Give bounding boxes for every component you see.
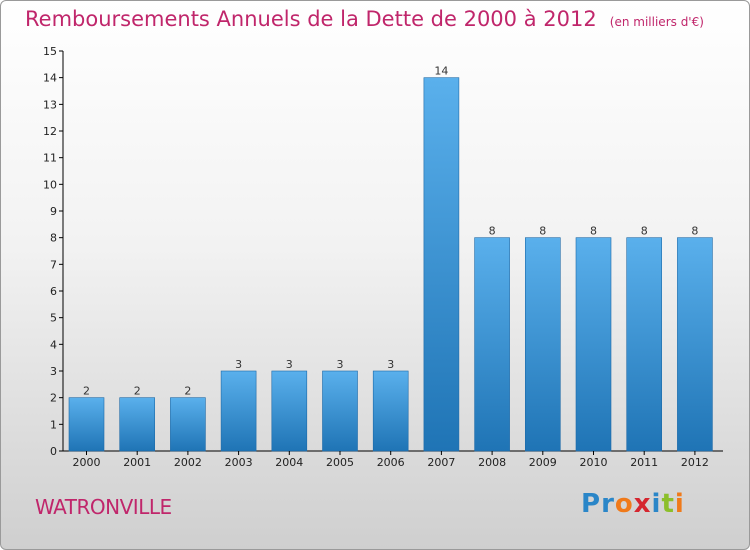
bar <box>575 237 612 452</box>
data-label: 2 <box>83 385 90 398</box>
bar <box>322 370 358 452</box>
data-label: 3 <box>387 358 394 371</box>
logo-letter: r <box>601 489 615 519</box>
commune-name: WATRONVILLE <box>35 495 172 519</box>
y-tick-label: 10 <box>43 178 57 191</box>
bar <box>677 237 713 452</box>
bar <box>423 77 460 452</box>
data-label: 8 <box>489 225 496 238</box>
bar <box>119 397 155 452</box>
x-tick-label: 2004 <box>275 456 303 469</box>
y-tick-label: 5 <box>50 312 57 325</box>
bar <box>524 237 561 452</box>
proxiti-logo: Proxiti <box>581 489 685 519</box>
x-tick-label: 2000 <box>73 456 101 469</box>
y-tick-label: 14 <box>43 72 57 85</box>
x-tick-label: 2005 <box>326 456 354 469</box>
x-tick-label: 2011 <box>630 456 658 469</box>
x-tick-label: 2003 <box>225 456 253 469</box>
x-tick-label: 2009 <box>529 456 557 469</box>
bar <box>68 397 105 452</box>
chart-title: Remboursements Annuels de la Dette de 20… <box>25 7 597 31</box>
y-tick-label: 1 <box>50 418 57 431</box>
x-tick-label: 2001 <box>123 456 151 469</box>
x-tick-label: 2008 <box>478 456 506 469</box>
chart-subtitle: (en milliers d'€) <box>609 15 704 29</box>
y-tick-label: 8 <box>50 232 57 245</box>
data-label: 14 <box>434 65 448 78</box>
data-label: 3 <box>337 358 344 371</box>
y-tick-label: 7 <box>50 258 57 271</box>
bar <box>271 370 308 452</box>
x-tick-label: 2010 <box>580 456 608 469</box>
y-tick-label: 11 <box>43 152 57 165</box>
data-label: 8 <box>641 225 648 238</box>
logo-letter: o <box>614 489 634 519</box>
logo-letter: t <box>661 489 675 519</box>
data-label: 2 <box>134 385 141 398</box>
data-label: 2 <box>184 385 191 398</box>
y-tick-label: 4 <box>50 338 57 351</box>
x-tick-label: 2002 <box>174 456 202 469</box>
bar <box>170 397 206 452</box>
x-tick-label: 2012 <box>681 456 709 469</box>
data-label: 8 <box>691 225 698 238</box>
bar <box>474 237 510 452</box>
y-tick-label: 15 <box>43 45 57 58</box>
logo-letter: x <box>633 489 652 519</box>
y-tick-label: 13 <box>43 98 57 111</box>
y-tick-label: 3 <box>50 365 57 378</box>
y-tick-label: 12 <box>43 125 57 138</box>
bar <box>220 370 257 452</box>
x-tick-label: 2006 <box>377 456 405 469</box>
y-tick-label: 9 <box>50 205 57 218</box>
bar <box>372 370 409 452</box>
y-tick-label: 0 <box>50 445 57 458</box>
y-tick-label: 6 <box>50 285 57 298</box>
data-label: 8 <box>539 225 546 238</box>
logo-letter: i <box>674 489 685 519</box>
title-row: Remboursements Annuels de la Dette de 20… <box>25 7 704 31</box>
x-tick-label: 2007 <box>427 456 455 469</box>
logo-letter: i <box>651 489 662 519</box>
data-label: 3 <box>286 358 293 371</box>
y-tick-label: 2 <box>50 392 57 405</box>
data-label: 8 <box>590 225 597 238</box>
logo-letter: P <box>581 489 602 519</box>
data-label: 3 <box>235 358 242 371</box>
bar <box>626 237 663 452</box>
